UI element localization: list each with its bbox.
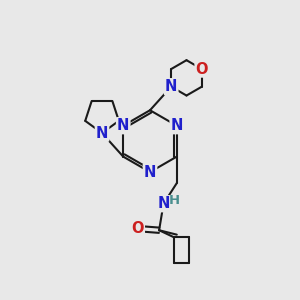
- Text: N: N: [157, 196, 170, 211]
- Text: N: N: [117, 118, 129, 133]
- Text: N: N: [96, 126, 108, 141]
- Text: N: N: [165, 79, 177, 94]
- Text: O: O: [131, 221, 144, 236]
- Text: H: H: [169, 194, 180, 207]
- Text: O: O: [196, 61, 208, 76]
- Text: N: N: [144, 165, 156, 180]
- Text: N: N: [171, 118, 183, 133]
